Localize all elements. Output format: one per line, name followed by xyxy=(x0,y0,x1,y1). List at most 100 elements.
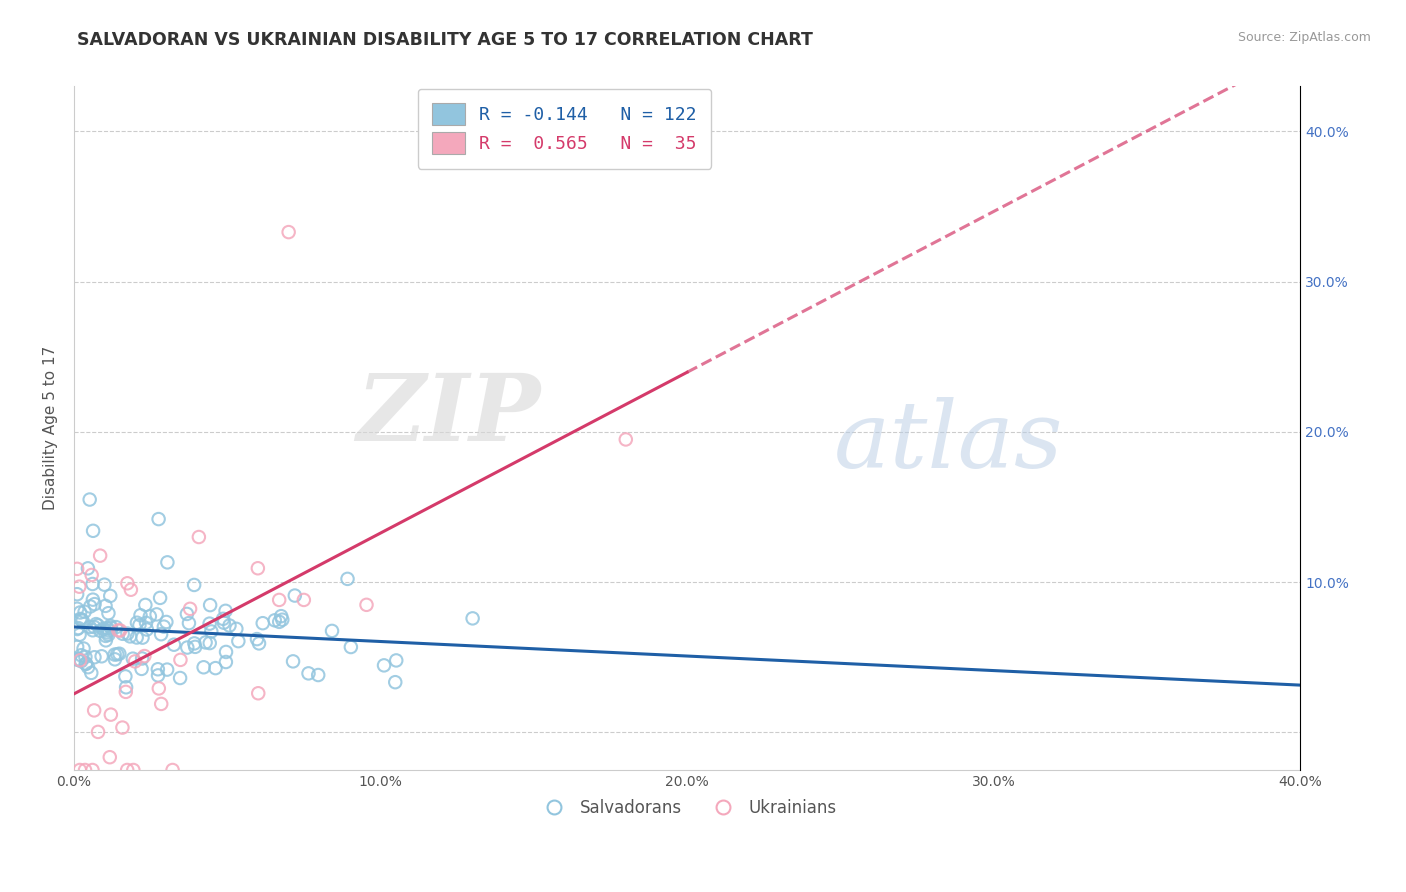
Point xyxy=(94,633,117,648)
Point xyxy=(384,675,406,690)
Point xyxy=(69,763,91,777)
Point xyxy=(215,655,238,669)
Point xyxy=(131,662,153,676)
Text: Source: ZipAtlas.com: Source: ZipAtlas.com xyxy=(1237,31,1371,45)
Point xyxy=(87,725,110,739)
Point xyxy=(373,658,395,673)
Point xyxy=(204,661,226,675)
Point xyxy=(139,609,162,624)
Text: atlas: atlas xyxy=(834,397,1064,487)
Point xyxy=(247,636,270,650)
Point xyxy=(187,530,209,544)
Point xyxy=(121,651,143,665)
Point xyxy=(75,657,97,671)
Point xyxy=(150,697,173,711)
Point xyxy=(292,593,315,607)
Point xyxy=(156,663,179,677)
Point xyxy=(131,631,153,645)
Point xyxy=(114,685,136,699)
Point xyxy=(153,620,176,634)
Point xyxy=(169,671,191,685)
Point xyxy=(146,668,169,682)
Point xyxy=(252,616,274,631)
Point xyxy=(83,650,105,665)
Point xyxy=(125,615,148,630)
Point xyxy=(135,623,157,637)
Point xyxy=(79,492,101,507)
Point xyxy=(176,607,198,621)
Point xyxy=(91,622,114,636)
Point xyxy=(198,616,221,631)
Point xyxy=(77,561,100,575)
Point xyxy=(169,653,191,667)
Point xyxy=(148,512,170,526)
Y-axis label: Disability Age 5 to 17: Disability Age 5 to 17 xyxy=(44,346,58,510)
Point xyxy=(270,609,292,624)
Point xyxy=(94,629,117,643)
Point xyxy=(69,612,91,626)
Point xyxy=(198,598,221,612)
Point xyxy=(263,613,285,627)
Point xyxy=(90,649,112,664)
Point xyxy=(104,652,127,666)
Point xyxy=(82,524,104,538)
Point xyxy=(461,611,484,625)
Point xyxy=(177,616,200,631)
Point xyxy=(100,621,122,635)
Point xyxy=(108,647,131,661)
Point xyxy=(111,627,134,641)
Point xyxy=(120,582,142,597)
Point xyxy=(98,750,121,764)
Point xyxy=(215,645,238,659)
Point xyxy=(72,614,94,628)
Point xyxy=(66,640,89,654)
Point xyxy=(271,613,294,627)
Point xyxy=(122,763,145,777)
Point xyxy=(340,640,363,654)
Point xyxy=(79,599,101,614)
Point xyxy=(108,624,131,638)
Point xyxy=(82,763,104,777)
Point xyxy=(73,763,96,777)
Point xyxy=(111,721,134,735)
Point xyxy=(84,617,107,632)
Point xyxy=(83,703,105,717)
Point xyxy=(193,660,215,674)
Point xyxy=(321,624,343,638)
Point xyxy=(281,654,304,668)
Point xyxy=(70,654,93,668)
Point xyxy=(115,763,138,777)
Point xyxy=(94,599,117,613)
Point xyxy=(83,620,105,634)
Point xyxy=(614,433,637,447)
Point xyxy=(66,601,89,615)
Point xyxy=(98,589,121,603)
Point xyxy=(269,615,291,629)
Point xyxy=(97,624,120,638)
Point xyxy=(218,618,240,632)
Point xyxy=(385,653,408,667)
Point xyxy=(246,561,269,575)
Point xyxy=(214,604,236,618)
Point xyxy=(114,669,136,683)
Point xyxy=(89,624,111,638)
Point xyxy=(176,640,198,655)
Point xyxy=(149,591,172,605)
Point xyxy=(134,598,156,612)
Point xyxy=(67,652,90,666)
Point xyxy=(246,632,269,646)
Point xyxy=(97,628,120,642)
Point xyxy=(277,225,299,239)
Point xyxy=(66,562,89,576)
Point xyxy=(120,629,142,643)
Point xyxy=(131,651,153,665)
Point xyxy=(72,641,94,656)
Point xyxy=(77,660,100,674)
Point xyxy=(79,620,101,634)
Point xyxy=(183,578,205,592)
Legend: Salvadorans, Ukrainians: Salvadorans, Ukrainians xyxy=(531,792,844,823)
Text: ZIP: ZIP xyxy=(356,369,540,459)
Point xyxy=(212,612,235,626)
Point xyxy=(80,568,103,582)
Point xyxy=(145,607,167,622)
